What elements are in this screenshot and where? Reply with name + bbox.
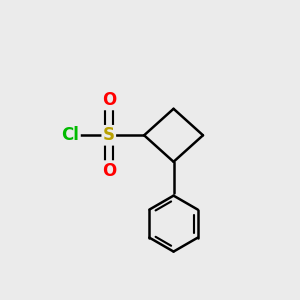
Text: O: O bbox=[102, 162, 116, 180]
Text: O: O bbox=[102, 91, 116, 109]
Text: S: S bbox=[103, 126, 115, 144]
Text: Cl: Cl bbox=[61, 126, 80, 144]
